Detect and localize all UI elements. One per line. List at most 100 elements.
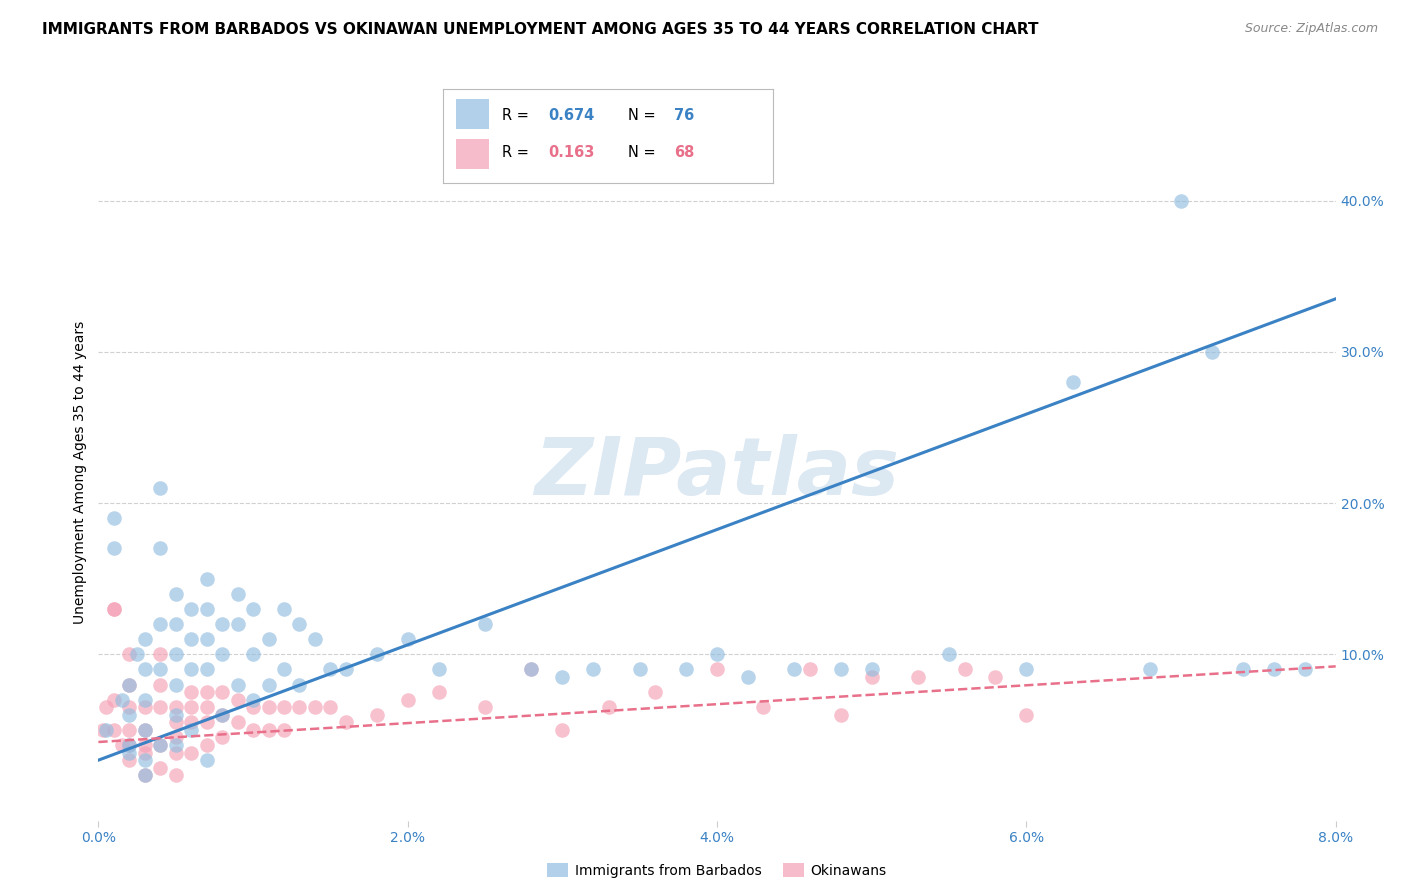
Point (211, 731, 233, 745)
Point (149, 761, 172, 775)
Point (335, 715, 357, 730)
Point (195, 738, 218, 752)
Point (1201, 344, 1223, 359)
Point (907, 670, 929, 684)
Point (644, 685, 666, 699)
FancyBboxPatch shape (456, 139, 489, 169)
Point (953, 662, 976, 676)
Point (195, 753, 218, 767)
Point (165, 677, 187, 691)
Point (396, 632, 419, 647)
Point (273, 662, 295, 676)
Point (1232, 662, 1254, 676)
Point (242, 692, 264, 706)
Point (118, 746, 141, 760)
Point (984, 670, 1007, 684)
Point (257, 632, 280, 647)
Point (180, 602, 202, 616)
Point (195, 685, 218, 699)
Text: 0.674: 0.674 (548, 108, 595, 123)
Point (551, 670, 574, 684)
Point (165, 587, 187, 601)
Point (165, 707, 187, 722)
Point (165, 700, 187, 714)
Point (288, 617, 311, 632)
Point (165, 738, 187, 752)
Point (520, 662, 543, 676)
Point (1139, 662, 1161, 676)
Point (118, 677, 141, 691)
Point (366, 647, 388, 661)
Point (288, 700, 311, 714)
Point (96, 723, 118, 737)
Point (165, 768, 187, 782)
Point (149, 481, 172, 495)
Point (127, 647, 149, 661)
Point (91, 723, 114, 737)
Point (134, 746, 156, 760)
Point (103, 602, 125, 616)
Point (366, 707, 388, 722)
Text: ZIPatlas: ZIPatlas (534, 434, 900, 512)
Point (180, 685, 202, 699)
Point (111, 738, 134, 752)
Point (103, 541, 125, 556)
Point (273, 723, 295, 737)
Point (165, 746, 187, 760)
Point (226, 617, 249, 632)
Point (551, 723, 574, 737)
Point (165, 715, 187, 730)
Point (134, 700, 156, 714)
Point (752, 700, 775, 714)
Text: Source: ZipAtlas.com: Source: ZipAtlas.com (1244, 22, 1378, 36)
Point (783, 662, 806, 676)
Point (195, 662, 218, 676)
Point (180, 746, 202, 760)
Point (180, 723, 202, 737)
Point (304, 700, 326, 714)
Point (165, 731, 187, 745)
Point (474, 700, 496, 714)
Point (242, 602, 264, 616)
Point (257, 700, 280, 714)
Point (118, 753, 141, 767)
Text: 68: 68 (675, 145, 695, 161)
Point (1294, 662, 1316, 676)
Point (111, 692, 134, 706)
Point (149, 738, 172, 752)
Point (134, 768, 156, 782)
Point (165, 647, 187, 661)
Text: 76: 76 (675, 108, 695, 123)
Point (1170, 194, 1192, 208)
Point (96, 700, 118, 714)
Point (273, 700, 295, 714)
Point (675, 662, 697, 676)
Point (149, 662, 172, 676)
Point (226, 677, 249, 691)
Point (582, 662, 605, 676)
Point (598, 700, 620, 714)
Point (118, 677, 141, 691)
Point (737, 670, 759, 684)
Point (211, 707, 233, 722)
FancyBboxPatch shape (456, 98, 489, 128)
Point (319, 662, 342, 676)
Point (103, 602, 125, 616)
Point (134, 768, 156, 782)
Point (211, 685, 233, 699)
Point (180, 632, 202, 647)
Point (149, 738, 172, 752)
Point (706, 662, 728, 676)
Point (195, 602, 218, 616)
Point (304, 632, 326, 647)
Legend: Immigrants from Barbados, Okinawans: Immigrants from Barbados, Okinawans (541, 857, 893, 883)
Point (195, 632, 218, 647)
Point (134, 662, 156, 676)
Point (118, 723, 141, 737)
Point (211, 647, 233, 661)
Point (1263, 662, 1285, 676)
Point (860, 662, 883, 676)
Point (273, 602, 295, 616)
Point (427, 685, 450, 699)
Point (103, 511, 125, 525)
